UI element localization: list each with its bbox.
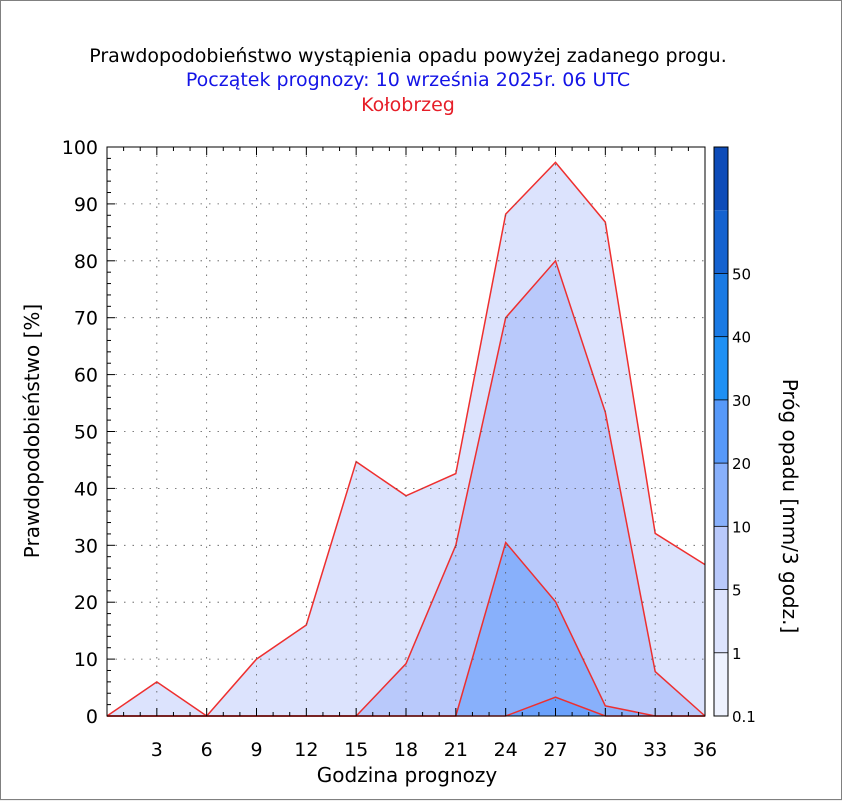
x-tick-label: 3 (151, 739, 163, 761)
colorbar-segment (714, 526, 728, 590)
colorbar-segment (714, 652, 728, 716)
y-axis-label: Prawdopodobieństwo [%] (20, 304, 44, 558)
x-tick-label: 6 (201, 739, 213, 761)
colorbar-tick-label: 20 (732, 455, 751, 473)
y-tick-label: 60 (74, 365, 98, 387)
colorbar: 0.1 1 5 10 20 30 40 50 (713, 146, 756, 726)
colorbar-tick-label: 1 (732, 645, 742, 663)
y-tick-label: 0 (86, 706, 98, 728)
colorbar-segment (714, 210, 728, 274)
x-tick-label: 27 (543, 739, 567, 761)
colorbar-segment (714, 273, 728, 337)
chart-location: Kołobrzeg (361, 94, 455, 116)
colorbar-tick-label: 50 (732, 265, 751, 283)
colorbar-tick-label: 40 (732, 329, 751, 347)
x-axis-label: Godzina prognozy (317, 763, 498, 787)
colorbar-segment (714, 336, 728, 400)
x-tick-label: 12 (294, 739, 318, 761)
colorbar-tick-label: 0.1 (732, 708, 756, 726)
colorbar-segment (714, 399, 728, 464)
colorbar-segment (714, 589, 728, 653)
chart-subtitle: Początek prognozy: 10 września 2025r. 06… (186, 69, 630, 91)
y-tick-label: 20 (74, 592, 98, 614)
series-area-2 (107, 542, 705, 716)
y-tick-label: 40 (74, 478, 98, 500)
x-tick-label: 15 (344, 739, 368, 761)
x-tick-label: 30 (593, 739, 617, 761)
x-tick-label: 36 (693, 739, 717, 761)
colorbar-segment (714, 463, 728, 527)
x-tick-label: 18 (394, 739, 418, 761)
y-tick-label: 10 (74, 649, 98, 671)
colorbar-tick-label: 5 (732, 582, 742, 600)
plot-border (106, 146, 706, 717)
y-tick-label: 70 (74, 308, 98, 330)
y-tick-label: 80 (74, 251, 98, 273)
y-tick-label: 50 (74, 422, 98, 444)
colorbar-label: Próg opadu [mm/3 godz.] (778, 379, 802, 634)
x-tick-label: 21 (444, 739, 468, 761)
y-tick-label: 90 (74, 194, 98, 216)
x-tick-label: 33 (643, 739, 667, 761)
colorbar-tick-label: 10 (732, 518, 751, 536)
chart-title: Prawdopodobieństwo wystąpienia opadu pow… (89, 45, 727, 67)
y-tick-label: 30 (74, 535, 98, 557)
x-tick-label: 24 (494, 739, 518, 761)
colorbar-tick-label: 30 (732, 392, 751, 410)
y-tick-label: 100 (62, 137, 98, 159)
x-tick-label: 9 (250, 739, 262, 761)
colorbar-segment (714, 147, 728, 211)
